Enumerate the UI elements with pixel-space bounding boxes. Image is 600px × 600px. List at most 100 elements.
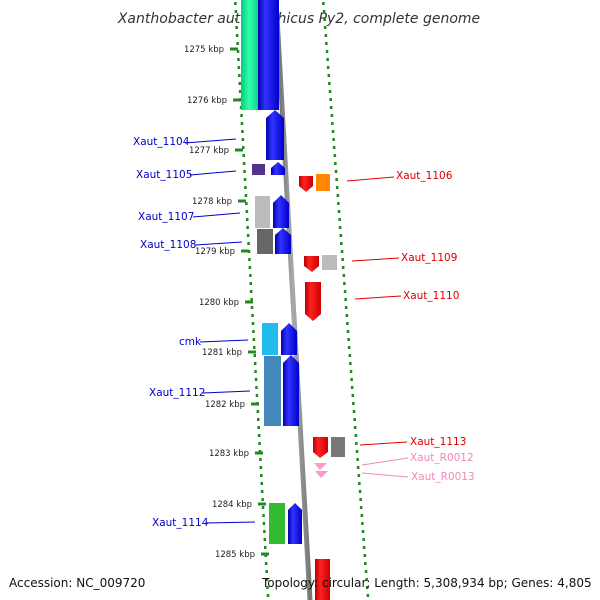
- track-dot: [246, 234, 250, 237]
- tick-label: 1275 kbp: [184, 45, 224, 55]
- gene-label[interactable]: Xaut_1110: [403, 290, 459, 302]
- track-dot: [332, 138, 335, 141]
- gene-label[interactable]: Xaut_1106: [396, 170, 453, 182]
- track-dot: [353, 426, 357, 429]
- track-dot: [253, 354, 256, 357]
- track-dot: [247, 242, 250, 245]
- gene-label[interactable]: Xaut_R0012: [410, 452, 474, 464]
- gene-leader-line: [202, 390, 251, 394]
- track-dot: [344, 306, 348, 309]
- track-dot: [241, 138, 245, 141]
- track-dot: [248, 266, 252, 269]
- accession-label: Accession:: [9, 576, 73, 590]
- track-dot: [255, 394, 259, 397]
- left-dotted-track: [234, 2, 270, 597]
- track-dot: [257, 418, 260, 421]
- track-dot: [341, 266, 345, 269]
- track-dot: [256, 410, 260, 413]
- track-dot: [322, 10, 326, 13]
- track-dot: [339, 234, 343, 237]
- track-dot: [362, 538, 365, 541]
- track-dot: [351, 394, 355, 397]
- track-dot: [263, 538, 267, 541]
- tick-mark: [238, 199, 246, 203]
- gene-label[interactable]: Xaut_1113: [410, 436, 466, 448]
- tick-mark: [233, 98, 241, 102]
- track-dot: [252, 330, 255, 333]
- track-dot: [343, 282, 346, 285]
- gene-label[interactable]: Xaut_1109: [401, 252, 457, 264]
- track-dot: [322, 2, 325, 5]
- tick-label: 1280 kbp: [199, 298, 239, 308]
- gene-feature-xaut-1107: [255, 196, 270, 228]
- tick-scale: 1275 kbp 1276 kbp 1277 kbp 1278 kbp 1279 kbp…: [184, 45, 269, 560]
- track-dot: [338, 218, 341, 221]
- gene-label[interactable]: Xaut_1108: [140, 239, 196, 251]
- gene-feature-xaut-1108: [257, 229, 273, 254]
- accession-value: NC_009720: [76, 576, 146, 590]
- track-dot: [248, 258, 251, 261]
- track-dot: [336, 194, 340, 197]
- track-dot: [357, 474, 361, 477]
- tick-mark: [245, 300, 253, 304]
- track-dot: [237, 66, 241, 69]
- track-dot: [236, 50, 240, 53]
- track-dot: [238, 90, 242, 93]
- track-dot: [329, 98, 332, 101]
- gene-label[interactable]: Xaut_1104: [133, 136, 190, 148]
- track-dot: [364, 570, 368, 573]
- track-dot: [350, 378, 353, 381]
- tick-mark: [261, 552, 269, 556]
- tick-mark: [230, 47, 238, 51]
- tick-mark: [258, 502, 266, 506]
- gene-feature-bottom-red: [315, 559, 330, 600]
- track-dot: [337, 210, 341, 213]
- gene-label[interactable]: Xaut_1114: [152, 517, 209, 529]
- gene-feature-xaut-1114: [269, 503, 285, 544]
- track-dot: [366, 594, 370, 597]
- track-dot: [365, 578, 368, 581]
- track-dot: [234, 2, 237, 5]
- track-dot: [341, 258, 344, 261]
- track-dot: [344, 298, 347, 301]
- track-dot: [331, 130, 335, 133]
- track-dot: [335, 186, 339, 189]
- track-dot: [242, 146, 245, 149]
- track-dot: [323, 18, 326, 21]
- gene-leader-line: [346, 176, 395, 182]
- track-dot: [254, 378, 258, 381]
- track-dot: [237, 58, 240, 61]
- gene-leader-line: [354, 295, 402, 300]
- gene-leader-line: [194, 241, 243, 246]
- track-dot: [329, 106, 333, 109]
- tick-label: 1278 kbp: [192, 197, 232, 207]
- track-dot: [260, 490, 264, 493]
- track-dot: [347, 338, 350, 341]
- track-dot: [354, 434, 358, 437]
- track-dot: [346, 322, 349, 325]
- track-dot: [263, 530, 266, 533]
- gene-feature-xaut-1105: [252, 164, 265, 175]
- gene-leader-line: [351, 257, 400, 262]
- gene-label[interactable]: Xaut_1112: [149, 387, 205, 399]
- right-dotted-track: [322, 2, 370, 597]
- rna-xaut-r0012: [314, 463, 327, 470]
- tick-label: 1282 kbp: [205, 400, 245, 410]
- track-dot: [247, 250, 251, 253]
- track-dot: [266, 594, 270, 597]
- track-dot: [242, 162, 246, 165]
- gene-arrow-xaut-1109: [304, 256, 319, 272]
- topology-info: Topology: circular; Length: 5,308,934 bp…: [262, 576, 592, 590]
- gene-features: [241, 0, 345, 600]
- gene-label[interactable]: Xaut_R0013: [411, 471, 475, 483]
- track-dot: [349, 362, 352, 365]
- gene-leader-line: [361, 457, 409, 466]
- gene-label[interactable]: Xaut_1107: [138, 211, 194, 223]
- gene-leader-line: [205, 521, 256, 524]
- gene-label[interactable]: Xaut_1105: [136, 169, 192, 181]
- track-dot: [346, 330, 350, 333]
- track-dot: [246, 226, 249, 229]
- gene-label[interactable]: cmk: [179, 336, 202, 348]
- track-dot: [250, 306, 254, 309]
- track-dot: [246, 218, 249, 221]
